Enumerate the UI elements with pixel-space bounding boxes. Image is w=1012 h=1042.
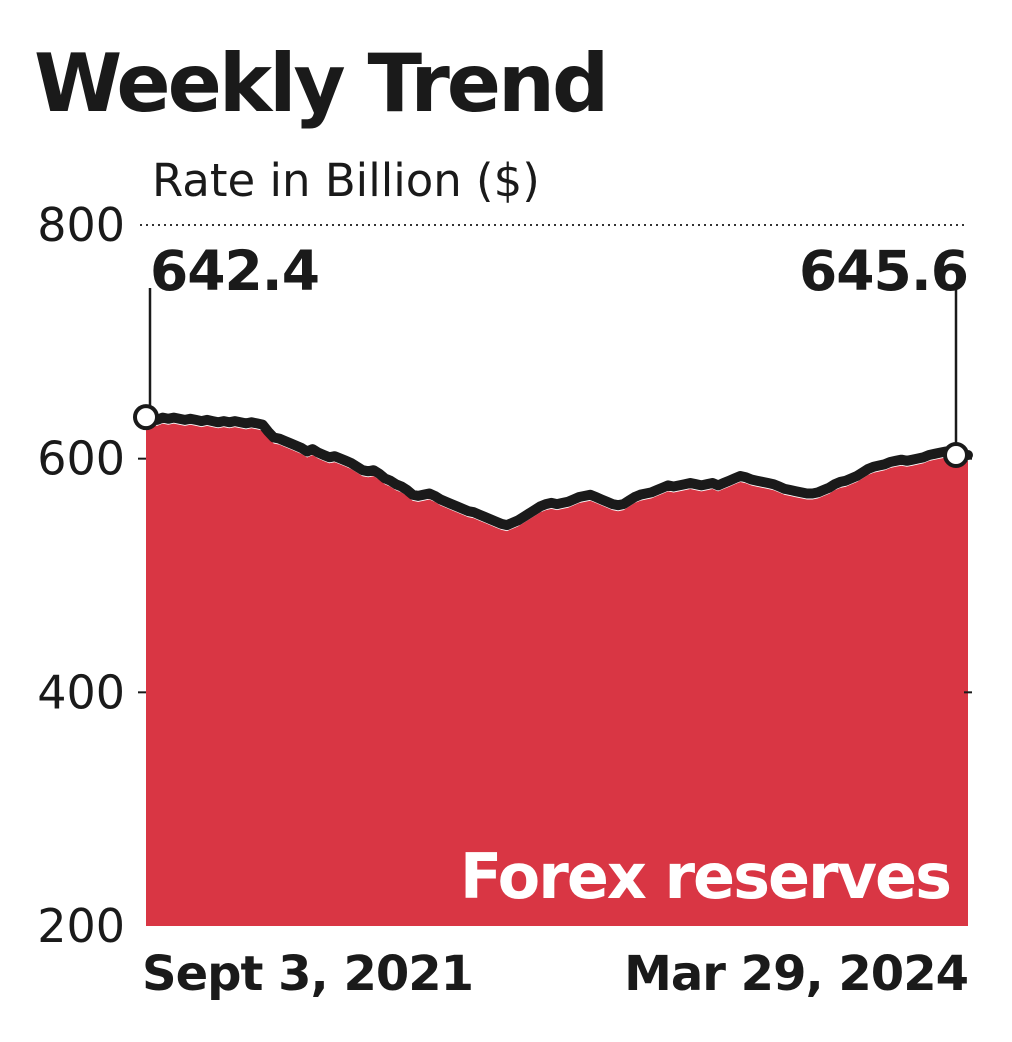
chart-title: Weekly Trend	[34, 37, 606, 130]
x-label-end: Mar 29, 2024	[624, 946, 968, 1002]
chart-subtitle: Rate in Billion ($)	[152, 154, 540, 207]
y-tick-label: 600	[37, 432, 125, 486]
y-axis: 800 600 400 200	[37, 198, 125, 953]
end-value-label: 645.6	[799, 239, 968, 303]
y-tick-label: 200	[37, 899, 125, 953]
series-label: Forex reserves	[460, 840, 950, 913]
start-value-label: 642.4	[150, 239, 319, 303]
end-marker	[943, 441, 969, 468]
x-label-start: Sept 3, 2021	[142, 946, 473, 1002]
forex-line	[141, 412, 973, 531]
start-marker	[133, 404, 159, 431]
y-tick-label: 800	[37, 198, 125, 252]
forex-area	[146, 423, 968, 926]
y-tick-label: 400	[37, 665, 125, 719]
